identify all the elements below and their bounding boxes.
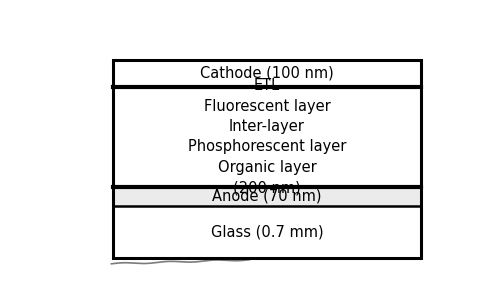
Text: ETL
Fluorescent layer
Inter-layer
Phosphorescent layer
Organic layer
(200 nm): ETL Fluorescent layer Inter-layer Phosph…	[187, 78, 346, 195]
Text: Anode (70 nm): Anode (70 nm)	[212, 189, 321, 204]
Text: Cathode (100 nm): Cathode (100 nm)	[200, 66, 333, 81]
Bar	[113, 60, 420, 258]
Bar	[113, 86, 420, 187]
Bar	[113, 187, 420, 206]
Bar	[113, 60, 420, 86]
Text: Glass (0.7 mm): Glass (0.7 mm)	[210, 225, 323, 240]
Bar	[113, 206, 420, 258]
